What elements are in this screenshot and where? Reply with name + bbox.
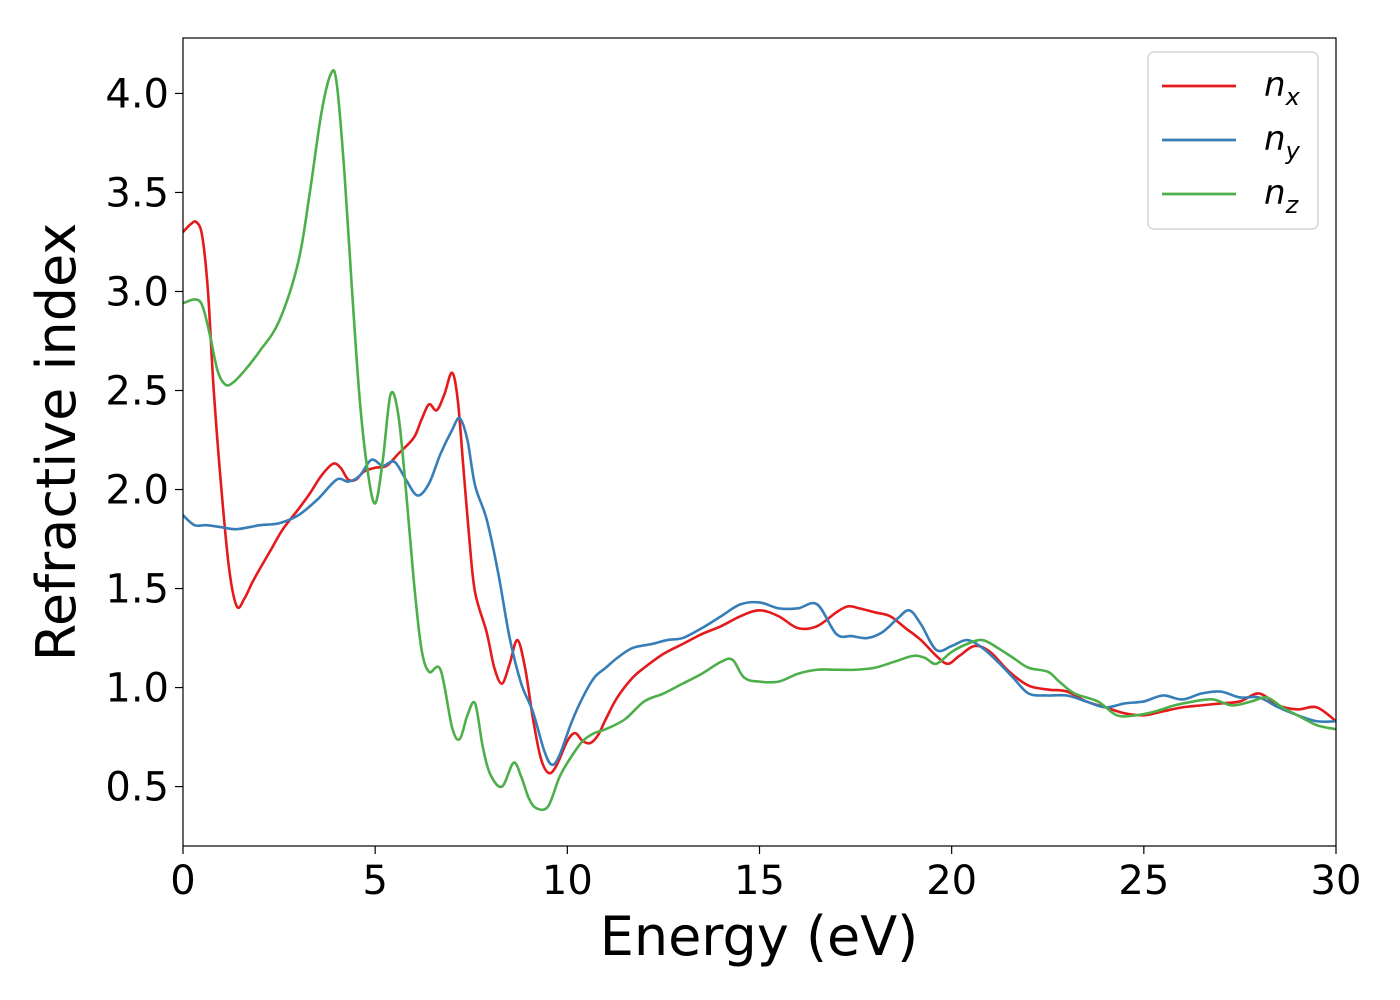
x-tick-label: 0	[170, 858, 195, 904]
x-tick-label: 15	[734, 858, 785, 904]
x-tick-label: 10	[542, 858, 593, 904]
legend-label-z: nz	[1264, 173, 1300, 219]
legend-label-x: nx	[1264, 65, 1301, 111]
y-tick-label: 1.5	[105, 567, 169, 613]
series-layer	[183, 68, 1336, 812]
y-tick-label: 2.5	[105, 369, 169, 415]
x-tick-label: 25	[1118, 858, 1169, 904]
y-tick-label: 2.0	[105, 468, 169, 514]
y-tick-label: 3.0	[105, 269, 169, 315]
x-axis: 0 5 10 15 20 25 30	[170, 846, 1361, 904]
x-tick-label: 30	[1311, 858, 1362, 904]
series-line-y	[183, 416, 1336, 767]
series-line-x	[183, 220, 1336, 775]
y-axis: 0.5 1.0 1.5 2.0 2.5 3.0 3.5 4.0	[105, 71, 183, 811]
x-tick-label: 5	[362, 858, 387, 904]
y-tick-label: 0.5	[105, 765, 169, 811]
series-line-z	[183, 68, 1336, 812]
y-axis-label: Refractive index	[25, 223, 88, 662]
x-tick-label: 20	[926, 858, 977, 904]
legend: nx ny nz	[1147, 51, 1319, 230]
y-tick-label: 3.5	[105, 170, 169, 216]
x-axis-label: Energy (eV)	[600, 905, 919, 968]
y-tick-label: 1.0	[105, 666, 169, 712]
y-tick-label: 4.0	[105, 71, 169, 117]
legend-label-y: ny	[1264, 119, 1301, 165]
